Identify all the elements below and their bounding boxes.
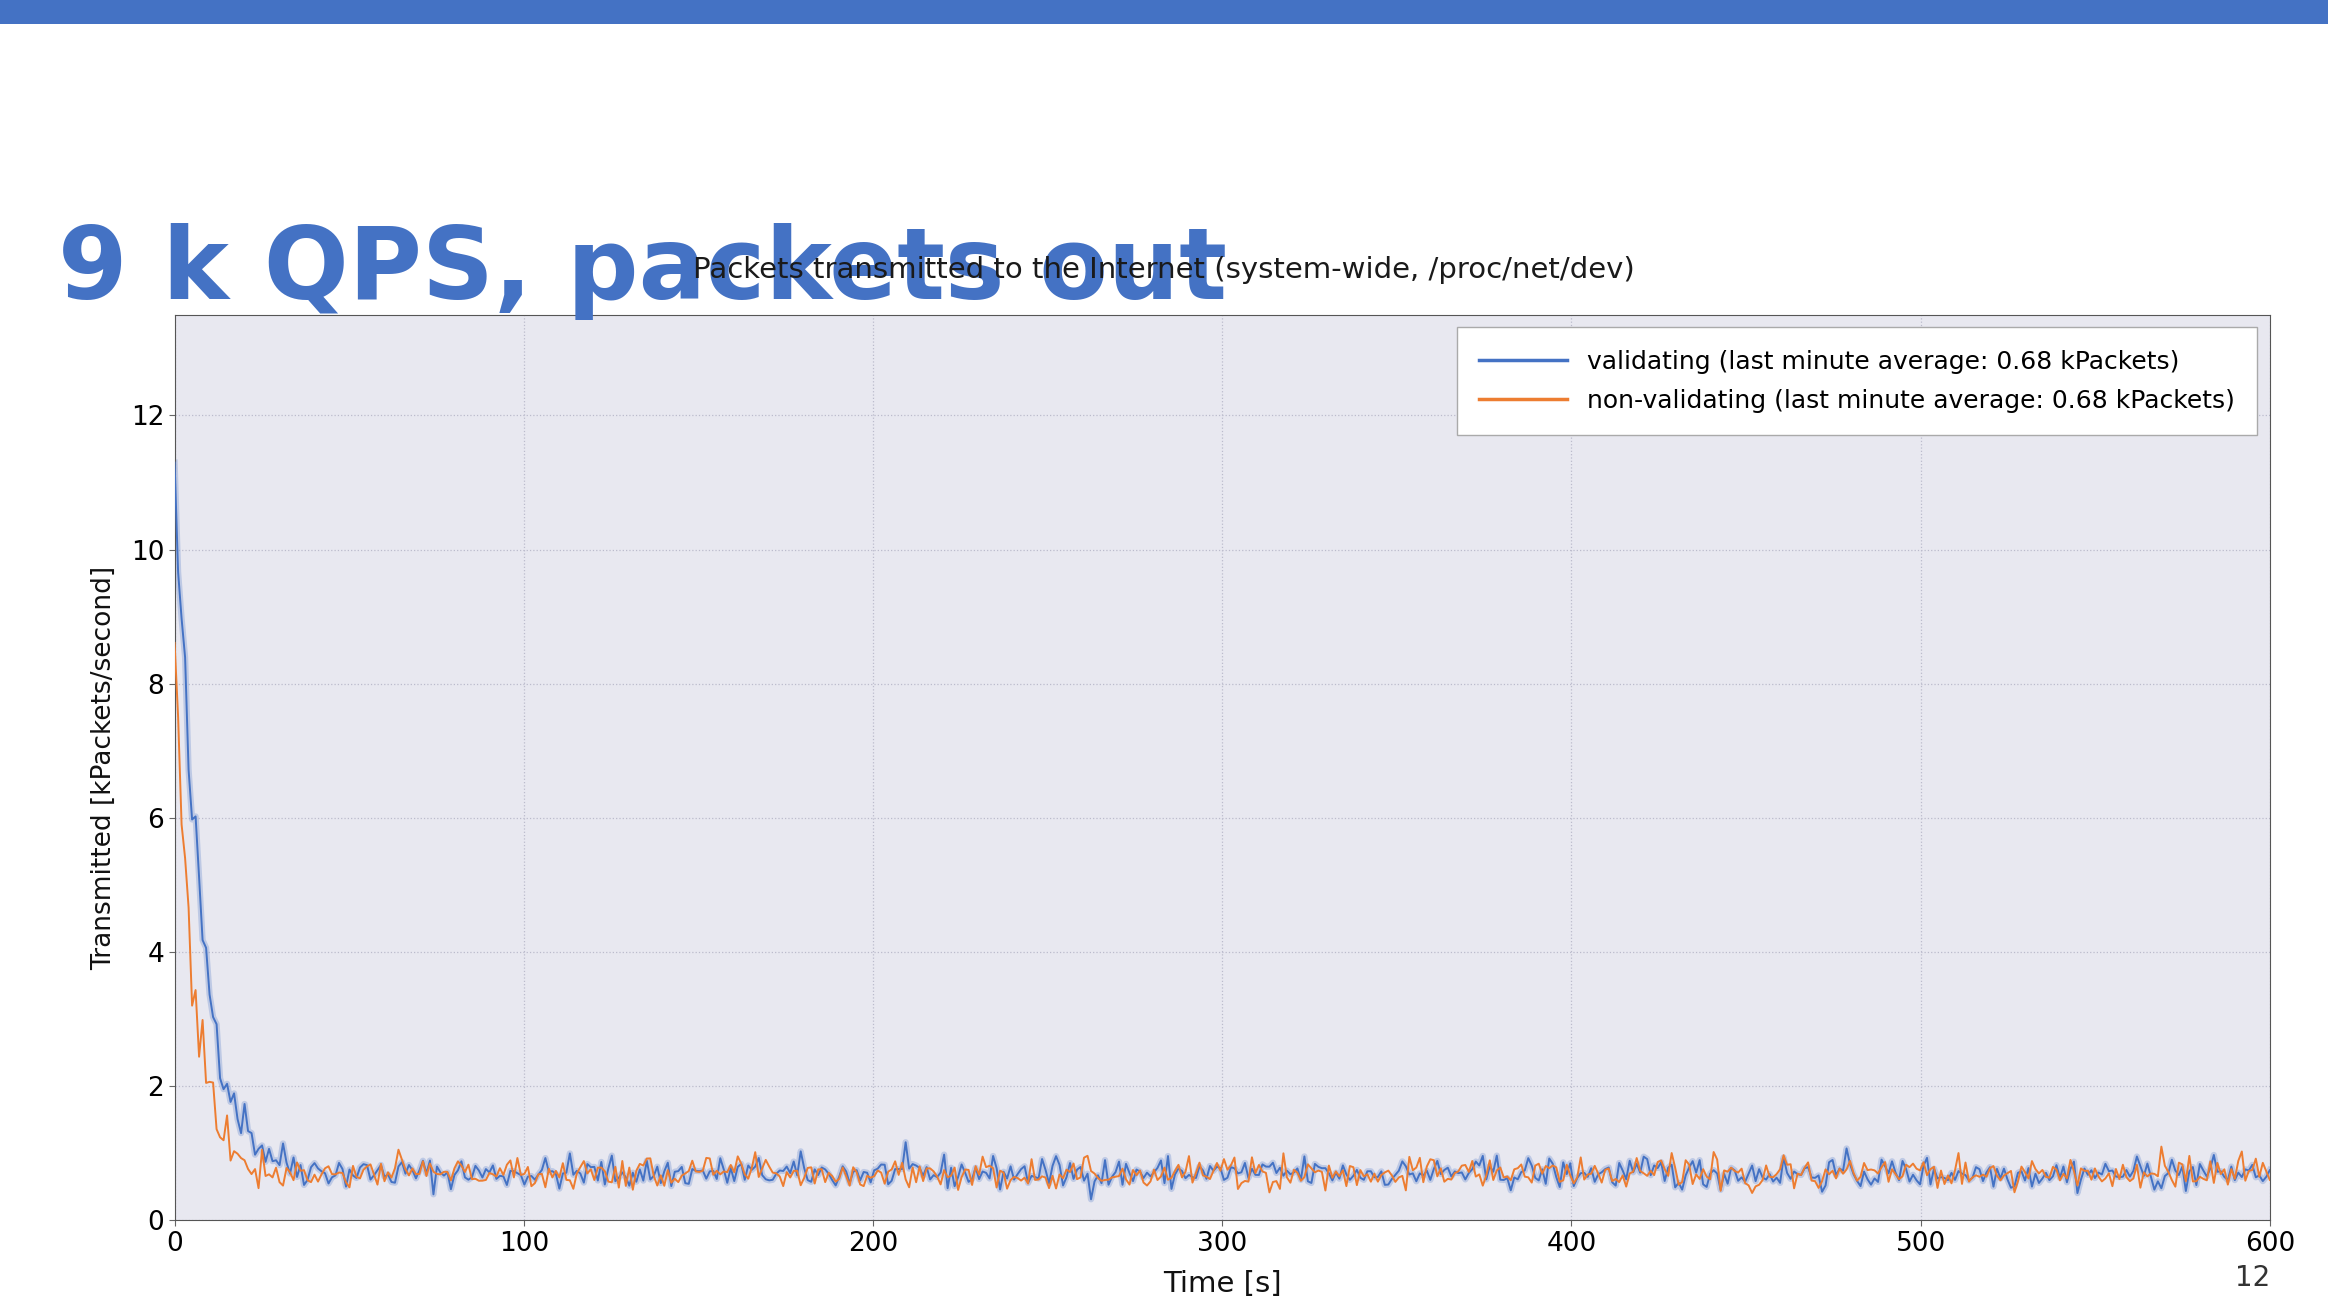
Y-axis label: Transmitted [kPackets/second]: Transmitted [kPackets/second] bbox=[91, 565, 116, 970]
Text: Packets transmitted to the Internet (system-wide, /proc/net/dev): Packets transmitted to the Internet (sys… bbox=[694, 256, 1634, 283]
Text: 9 k QPS, packets out: 9 k QPS, packets out bbox=[58, 223, 1227, 320]
X-axis label: Time [s]: Time [s] bbox=[1164, 1270, 1280, 1299]
Text: 12: 12 bbox=[2235, 1265, 2270, 1292]
Legend: validating (last minute average: 0.68 kPackets), non-validating (last minute ave: validating (last minute average: 0.68 kP… bbox=[1457, 328, 2258, 436]
